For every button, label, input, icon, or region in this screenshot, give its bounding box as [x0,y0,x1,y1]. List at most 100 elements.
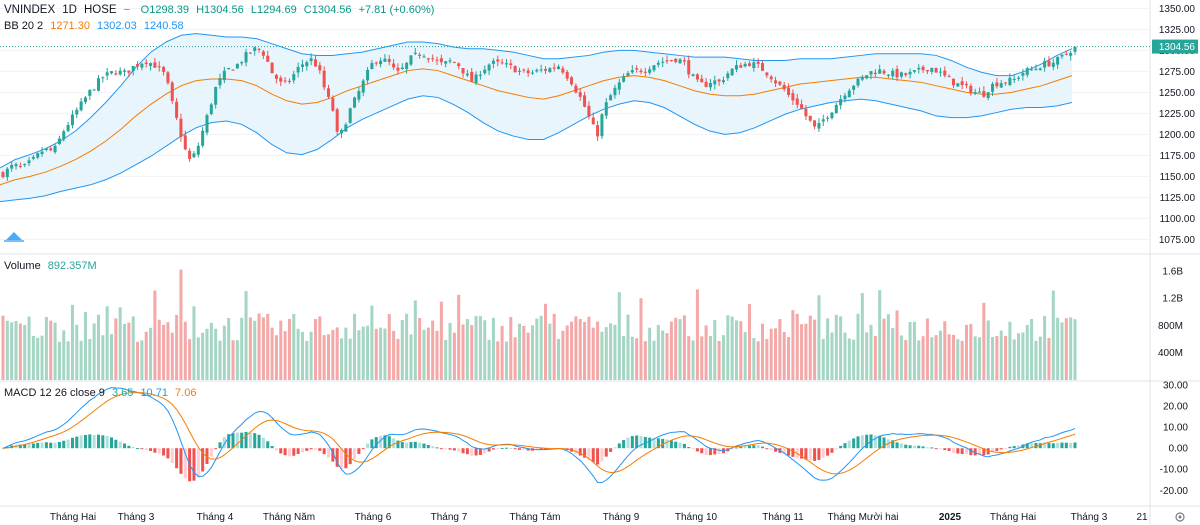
candle-body [244,52,248,63]
candle-body [1069,52,1073,56]
volume-axis[interactable]: 400M 800M 1.2B 1.6B [1158,266,1183,359]
macd-histogram-bar [912,445,916,449]
candle-body [721,80,725,83]
candle-body [53,145,57,153]
macd-axis[interactable]: 30.00 20.00 10.00 0.00 -10.00 -20.00 [1160,381,1189,497]
symbol-name[interactable]: VNINDEX [4,4,56,16]
volume-name[interactable]: Volume [4,260,41,272]
candle-body [66,125,70,132]
time-tick-label: Tháng 7 [431,512,468,523]
volume-bar [847,338,851,380]
price-tick-label: 1100.00 [1160,214,1196,225]
macd-histogram-bar [57,441,61,449]
volume-bar [240,317,244,380]
volume-bar [526,332,530,380]
macd-histogram-bar [88,434,92,449]
macd-histogram-bar [340,448,344,469]
volume-bar [1038,336,1042,380]
volume-bar [509,316,513,380]
candle-body [956,83,960,87]
collapse-icon[interactable]: − [123,4,131,16]
macd-histogram-bar [713,448,717,455]
macd-histogram-bar [353,448,357,459]
candle-body [704,81,708,87]
candle-body [899,72,903,77]
candle-body [188,150,192,160]
volume-bar [183,321,187,380]
macd-tick-label: 30.00 [1163,381,1188,392]
volume-bar [23,324,27,380]
macd-histogram-bar [244,431,248,449]
macd-histogram-bar [422,443,426,449]
macd-histogram-bar [396,440,400,449]
macd-name[interactable]: MACD 12 26 close 9 [4,387,105,399]
candle-body [240,62,244,64]
candle-body [296,66,300,73]
volume-bar [717,341,721,380]
volume-bar [721,335,725,380]
bollinger-lines [0,33,1073,203]
interval[interactable]: 1D [62,4,77,16]
volume-bar [49,320,53,380]
macd-histogram-bar [1012,446,1016,449]
volume-bar [209,322,213,380]
macd-histogram-bar [834,448,838,450]
settings-gear-icon[interactable] [1175,512,1185,522]
volume-bar [96,314,100,380]
volume-bar [1030,319,1034,380]
volume-bar [44,316,48,380]
candle-body [526,70,530,74]
time-axis[interactable]: Tháng Hai Tháng 3 Tháng 4 Tháng Năm Tháng 6 T… [50,512,1148,523]
volume-bar [18,323,22,380]
candle-body [405,62,409,69]
volume-bar [448,322,452,380]
volume-bar [635,338,639,380]
candle-body [669,60,673,62]
macd-histogram-bar [648,437,652,449]
candle-body [109,71,114,74]
candle-body [426,58,430,60]
macd-histogram-bar [101,435,105,449]
candle-body [908,71,912,75]
volume-bar [826,318,830,380]
volume-bar [652,340,656,380]
candle-body [348,108,352,123]
candle-body [752,62,756,69]
macd-legend: MACD 12 26 close 9 3.65 10.71 7.06 [4,386,200,400]
volume-bar [656,324,660,380]
time-tick-label: 2025 [939,512,962,523]
candle-body [1038,68,1042,71]
candle-body [70,114,74,126]
candle-body [665,60,669,62]
candle-body [1021,73,1025,76]
candle-body [157,66,161,68]
volume-bar [413,300,417,380]
volume-bar [947,334,951,380]
candle-body [648,69,652,73]
bb-name[interactable]: BB 20 2 [4,20,44,32]
macd-histogram-bar [335,448,339,467]
macd-histogram-bar [904,444,908,449]
macd-histogram-bar [626,437,630,449]
macd-histogram-bar [439,448,443,450]
macd-histogram-bar [821,448,825,458]
volume-bar [214,328,218,380]
macd-histogram-bar [75,436,79,449]
macd-histogram-bar [973,448,977,456]
candle-body [452,61,456,63]
candle-body [778,81,782,85]
volume-bar [600,331,604,380]
volume-bar [960,340,964,380]
macd-tick-label: -20.00 [1160,486,1189,497]
volume-bar [452,332,456,380]
macd-histogram-bar [921,446,925,449]
volume-bar [543,303,548,380]
volume-bar [474,315,478,380]
candle-body [140,63,144,68]
volume-bar [1021,332,1025,380]
macd-histogram-bar [678,442,682,449]
candle-body [557,66,561,69]
volume-bar [964,324,969,380]
volume-bar [244,291,248,380]
